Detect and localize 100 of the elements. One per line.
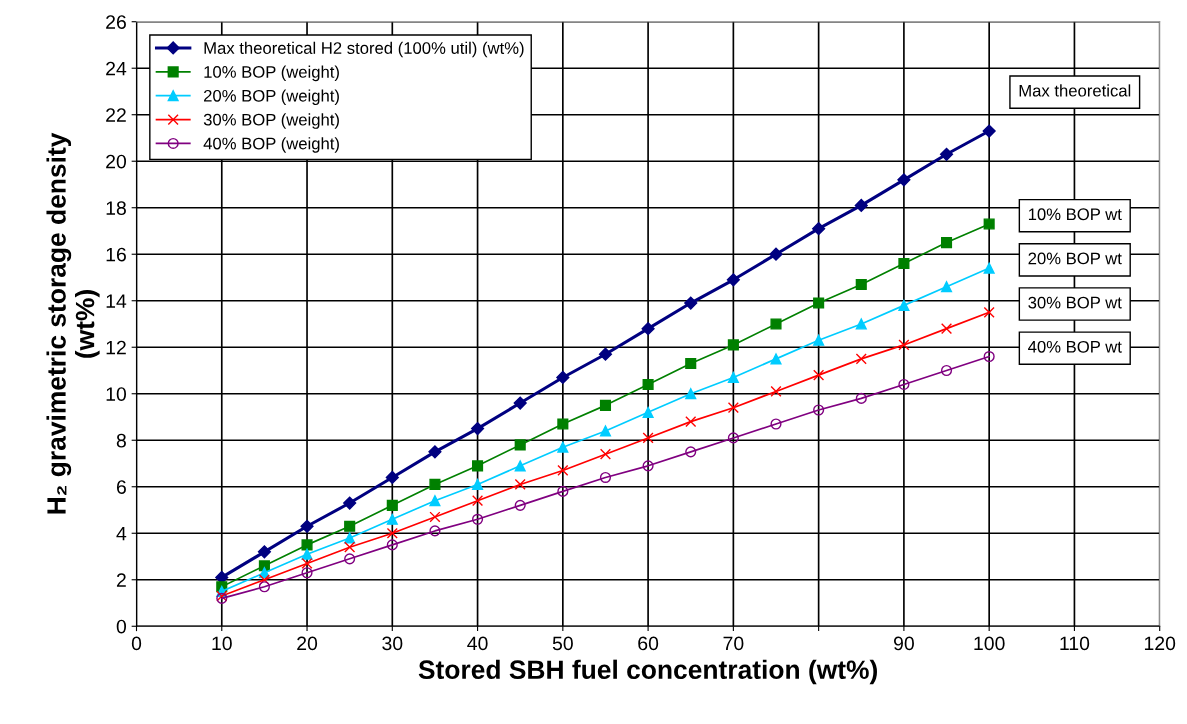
annotation: 10% BOP wt: [1028, 208, 1122, 221]
point: [726, 273, 740, 287]
point: [855, 318, 867, 330]
point: [685, 416, 697, 428]
point: [301, 539, 313, 551]
y-tick-label: 0: [116, 619, 127, 634]
point: [556, 370, 570, 385]
point: [813, 297, 825, 309]
annotation: 30% BOP wt: [1028, 296, 1122, 309]
point: [642, 378, 654, 391]
point: [599, 399, 612, 411]
point: [344, 553, 356, 565]
y-tick-label: 2: [116, 573, 126, 587]
x-tick-label: 60: [638, 636, 659, 651]
point: [386, 499, 398, 511]
y-tick-label: 24: [106, 61, 127, 76]
x-tick-label: 30: [382, 636, 403, 651]
point: [642, 406, 654, 418]
x-tick-label: 20: [297, 636, 318, 651]
point: [598, 347, 613, 361]
point: [855, 392, 867, 404]
point: [898, 378, 910, 391]
y-tick-label: 16: [106, 247, 126, 262]
annotation: 40% BOP wt: [1028, 340, 1122, 353]
x-tick-label: 90: [894, 636, 914, 651]
point: [770, 318, 782, 330]
point: [813, 369, 825, 381]
point: [983, 218, 995, 230]
point: [386, 539, 398, 551]
point: [257, 545, 271, 559]
point: [982, 124, 996, 138]
point: [472, 460, 484, 472]
point: [514, 460, 526, 472]
point: [685, 388, 697, 400]
y-axis-title: H₂ gravimetric storage density (wt%): [46, 132, 100, 514]
point: [813, 334, 825, 346]
point: [557, 441, 569, 453]
point: [557, 464, 569, 477]
legend-label: 40% BOP (weight): [203, 137, 339, 153]
y-tick-label: 20: [106, 154, 127, 169]
annotation: 20% BOP wt: [1028, 252, 1122, 265]
point: [301, 557, 313, 570]
point: [429, 525, 441, 537]
point: [855, 278, 867, 291]
point: [940, 281, 953, 293]
point: [428, 445, 442, 459]
point: [727, 432, 739, 444]
y-tick-label: 18: [106, 201, 126, 215]
x-tick-label: 0: [131, 636, 142, 651]
point: [514, 499, 526, 511]
point: [898, 339, 910, 351]
point: [983, 262, 995, 274]
x-tick-label: 50: [552, 636, 573, 651]
point: [983, 306, 995, 318]
legend-label: Max theoretical H2 stored (100% util) (wt%): [204, 41, 524, 58]
x-tick-label: 110: [1060, 636, 1090, 651]
point: [685, 446, 697, 458]
point: [770, 418, 782, 430]
y-tick-label: 14: [106, 294, 127, 308]
point: [983, 350, 995, 363]
point: [642, 460, 654, 472]
point: [385, 470, 399, 485]
y-tick-label: 22: [106, 108, 126, 122]
point: [939, 147, 954, 161]
point: [258, 581, 270, 593]
y-tick-label: 10: [106, 387, 127, 401]
point: [727, 339, 739, 351]
x-tick-label: 120: [1144, 636, 1176, 651]
point: [812, 222, 826, 236]
point: [770, 385, 782, 397]
point: [429, 478, 441, 490]
point: [813, 404, 825, 416]
y-tick-label: 8: [116, 433, 126, 448]
point: [514, 439, 526, 451]
point: [472, 495, 484, 507]
point: [513, 396, 527, 410]
legend-label: 30% BOP (weight): [203, 113, 339, 129]
x-tick-label: 10: [212, 636, 232, 651]
y-tick-label: 4: [116, 526, 127, 541]
point: [940, 237, 953, 249]
point: [769, 247, 783, 261]
point: [599, 425, 612, 437]
y-tick-label: 12: [106, 340, 126, 355]
point: [301, 567, 313, 579]
point: [685, 357, 697, 370]
point: [514, 478, 526, 490]
point: [940, 323, 953, 335]
point: [343, 496, 357, 510]
point: [300, 519, 314, 533]
point: [599, 448, 612, 460]
point: [386, 527, 398, 539]
point: [641, 322, 655, 336]
x-tick-label: 70: [723, 636, 744, 651]
point: [727, 402, 739, 414]
point: [429, 495, 441, 507]
point: [684, 296, 698, 310]
point: [344, 532, 356, 544]
point: [301, 548, 313, 560]
y-tick-label: 26: [106, 15, 126, 29]
point: [472, 478, 484, 490]
